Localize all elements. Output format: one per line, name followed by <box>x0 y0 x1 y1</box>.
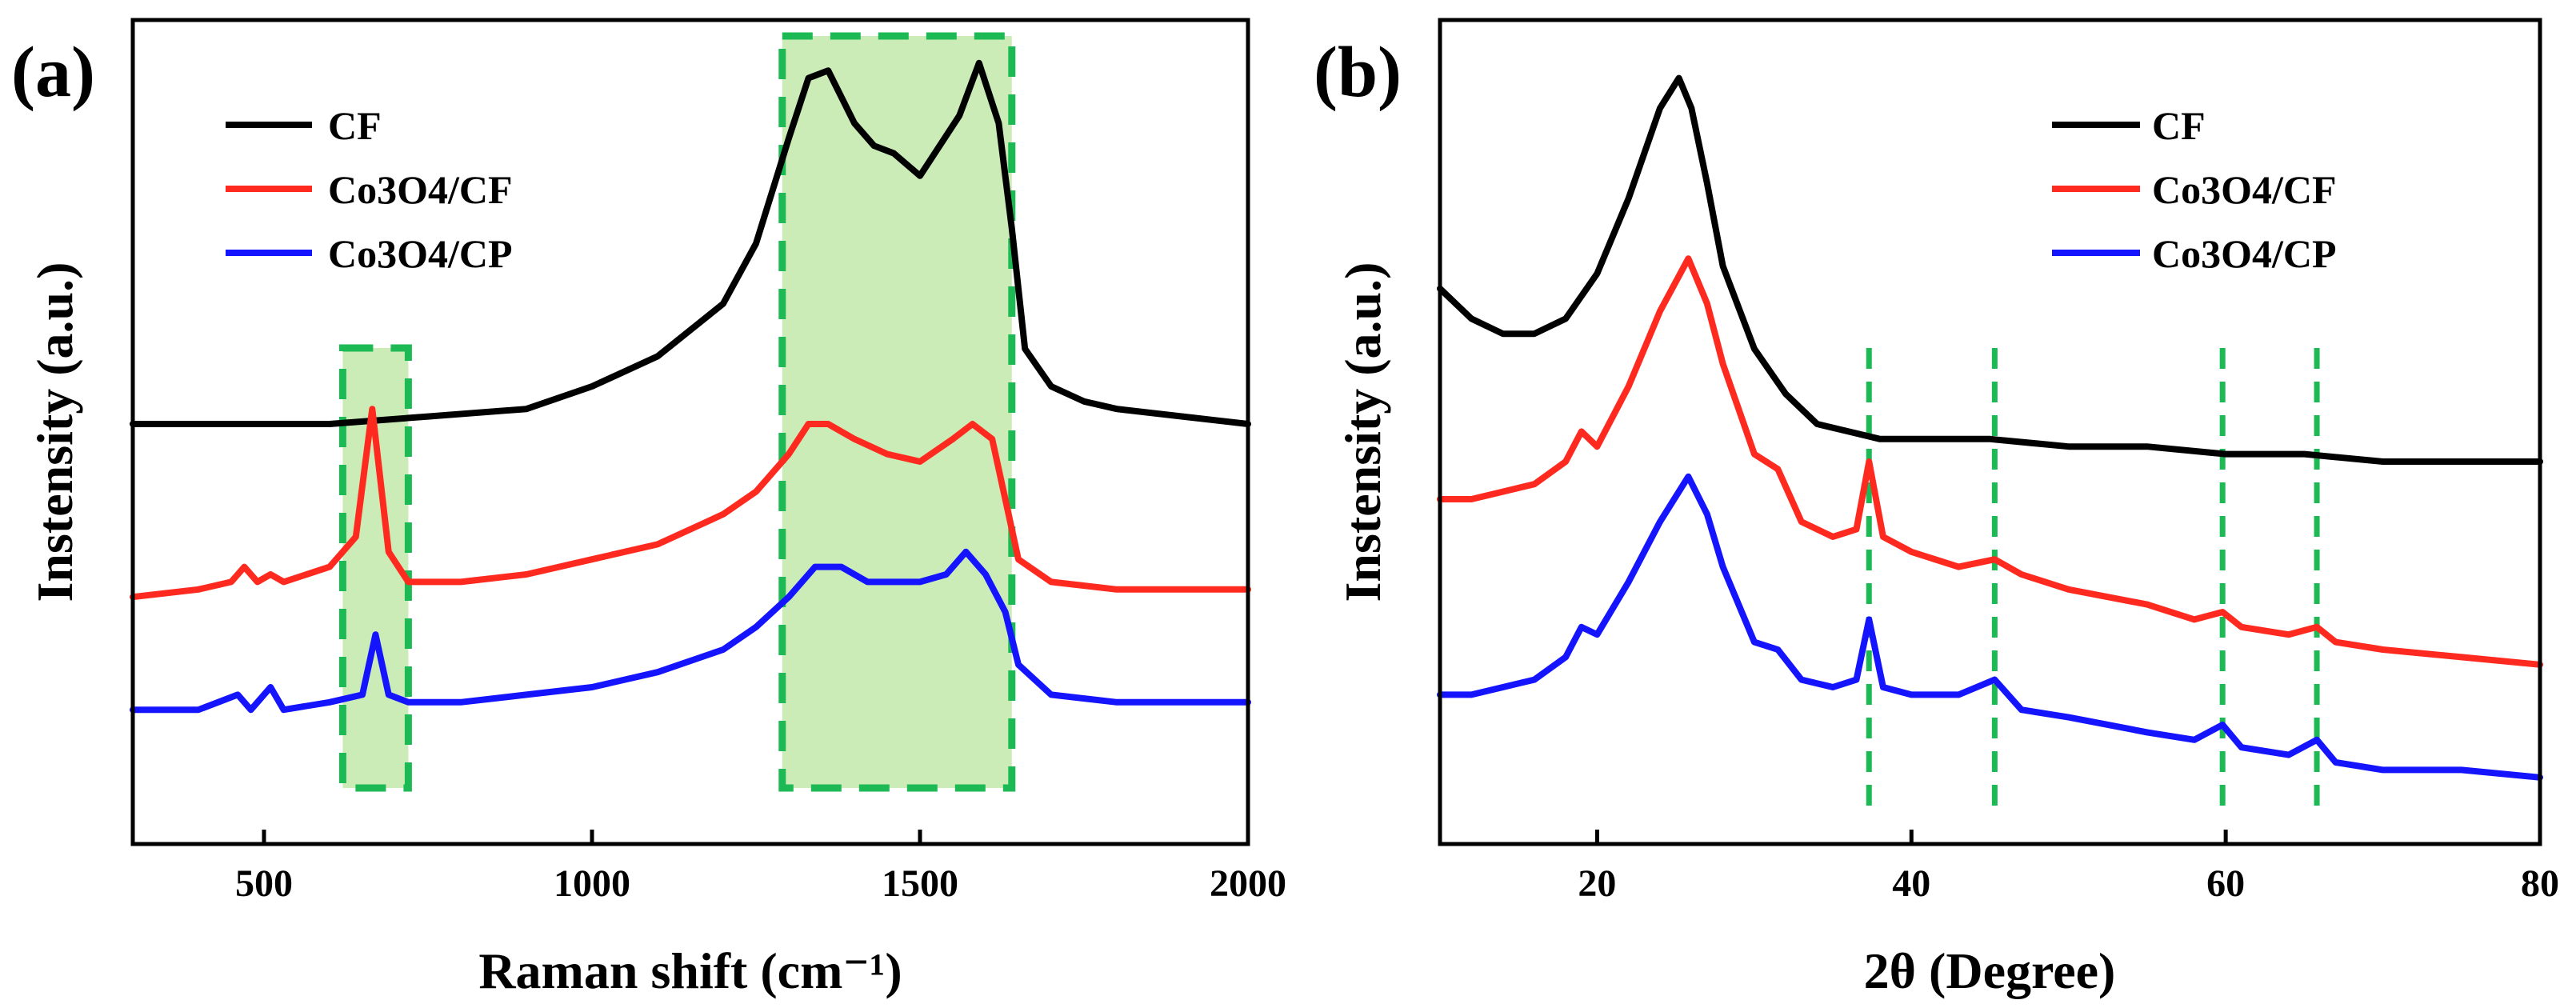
series-lines <box>1437 74 2543 781</box>
legend-label-cf: CF <box>2152 103 2206 148</box>
series-line-cf <box>1437 74 2543 465</box>
legend-label-co3o4-cp: Co3O4/CP <box>2152 231 2337 276</box>
x-tick-label: 1000 <box>554 862 630 905</box>
plot-area-frame <box>130 18 1250 846</box>
series-line-co3o4-cp <box>130 548 1251 714</box>
x-axis-ticks: 500 1000 1500 2000 <box>235 830 1286 905</box>
legend-label-cf: CF <box>328 103 382 148</box>
series-lines <box>130 59 1251 714</box>
highlight-region-2 <box>778 32 1016 792</box>
x-tick-label: 500 <box>235 862 293 905</box>
panel-b-xrd: (b) 20 40 60 80 2θ (Degree) Instensity (a.u… <box>1314 18 2559 999</box>
x-tick-label: 1500 <box>882 862 958 905</box>
x-tick-label: 20 <box>1578 862 1616 905</box>
x-tick-label: 80 <box>2521 862 2559 905</box>
reference-lines <box>1866 348 2320 812</box>
series-line-co3o4-cf <box>1437 255 2543 668</box>
x-axis-ticks: 20 40 60 80 <box>1578 830 2559 905</box>
x-axis-title: 2θ (Degree) <box>1864 942 2116 999</box>
highlight-regions <box>338 32 1016 792</box>
y-axis-title: Instensity (a.u.) <box>26 262 83 602</box>
x-tick-label: 2000 <box>1210 862 1286 905</box>
legend: CF Co3O4/CF Co3O4/CP <box>2052 103 2337 276</box>
panel-a-label: (a) <box>11 33 95 112</box>
panel-a-raman: (a) 500 1000 1500 2000 Raman shift (cm⁻¹) I… <box>11 18 1286 999</box>
x-tick-label: 60 <box>2206 862 2245 905</box>
legend: CF Co3O4/CF Co3O4/CP <box>226 103 513 276</box>
legend-label-co3o4-cf: Co3O4/CF <box>328 167 513 212</box>
series-line-co3o4-cp <box>1437 473 2543 781</box>
x-tick-label: 40 <box>1892 862 1930 905</box>
legend-label-co3o4-cf: Co3O4/CF <box>2152 167 2337 212</box>
panel-b-label: (b) <box>1314 33 1402 112</box>
series-line-co3o4-cf <box>130 406 1251 601</box>
plot-area-frame <box>1438 18 2542 846</box>
series-line-cf <box>130 59 1251 427</box>
y-axis-title: Instensity (a.u.) <box>1334 262 1391 602</box>
legend-label-co3o4-cp: Co3O4/CP <box>328 231 513 276</box>
x-axis-title: Raman shift (cm⁻¹) <box>478 942 902 999</box>
